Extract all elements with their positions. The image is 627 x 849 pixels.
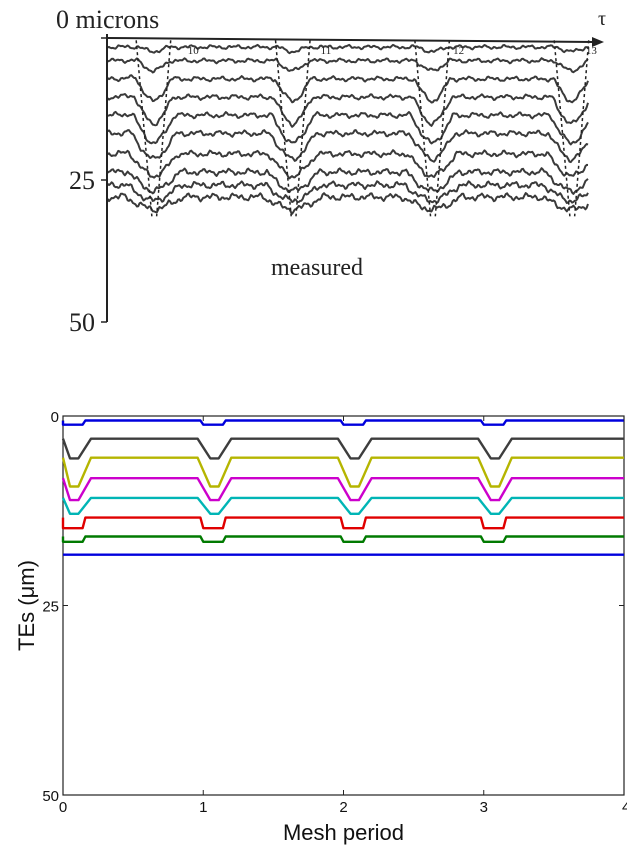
x-tick-label: 4 — [622, 799, 627, 816]
simulated-series-line — [61, 419, 624, 426]
x-tick-label: 12 — [453, 45, 464, 57]
x-tick-label: 10 — [188, 45, 200, 57]
measured-trace — [107, 167, 589, 195]
measured-trace — [107, 43, 589, 55]
x-tick-label: 0 — [59, 799, 67, 816]
y-tick-label: 0 microns — [56, 5, 159, 34]
simulated-y-axis-label: TEs (μm) — [14, 560, 39, 651]
simulated-series-line — [61, 535, 624, 543]
simulated-x-ticks: 0 1 2 3 4 — [59, 416, 627, 816]
simulated-chart: 0 25 50 0 1 2 3 4 Mesh period TEs (μm) — [14, 409, 627, 845]
y-tick-label: 50 — [42, 788, 59, 805]
simulated-series-line — [61, 516, 624, 530]
measured-x-ticks: 10 11 12 13 — [188, 45, 598, 57]
measured-x-axis-label: τ — [598, 8, 606, 30]
measured-trace — [107, 110, 589, 146]
simulated-series-line — [61, 456, 624, 488]
simulated-series-line — [61, 437, 624, 460]
simulated-series — [61, 419, 624, 556]
y-tick-label: 25 — [42, 599, 59, 616]
measured-trace — [107, 74, 589, 104]
measured-trace — [107, 129, 589, 164]
y-tick-label: 25 — [69, 166, 95, 195]
measured-y-ticks: 0 microns 25 50 — [56, 5, 159, 337]
x-tick-label: 11 — [321, 45, 332, 57]
measured-trace — [106, 93, 589, 128]
trough-guide-line — [274, 40, 292, 217]
x-tick-label: 1 — [199, 799, 207, 816]
y-tick-label: 50 — [69, 308, 95, 337]
simulated-y-ticks: 0 25 50 — [42, 409, 624, 805]
measured-trace — [106, 192, 589, 215]
x-tick-label: 2 — [339, 799, 347, 816]
simulated-series-line — [61, 477, 624, 502]
simulated-x-axis-label: Mesh period — [283, 820, 404, 845]
measured-chart: 0 microns 25 50 10 11 12 13 τ measured — [56, 5, 606, 337]
x-tick-label: 3 — [480, 799, 488, 816]
y-tick-label: 0 — [51, 409, 59, 426]
measured-trace — [107, 180, 589, 204]
x-tick-label: 13 — [586, 45, 598, 57]
simulated-series-line — [61, 496, 624, 515]
measured-trough-guides — [135, 40, 590, 217]
measured-trace — [107, 149, 589, 180]
measured-traces — [106, 43, 589, 215]
measured-trace — [107, 57, 589, 74]
measured-annotation: measured — [271, 255, 363, 281]
measured-x-axis — [106, 37, 595, 43]
x-axis-arrowhead — [592, 37, 604, 47]
